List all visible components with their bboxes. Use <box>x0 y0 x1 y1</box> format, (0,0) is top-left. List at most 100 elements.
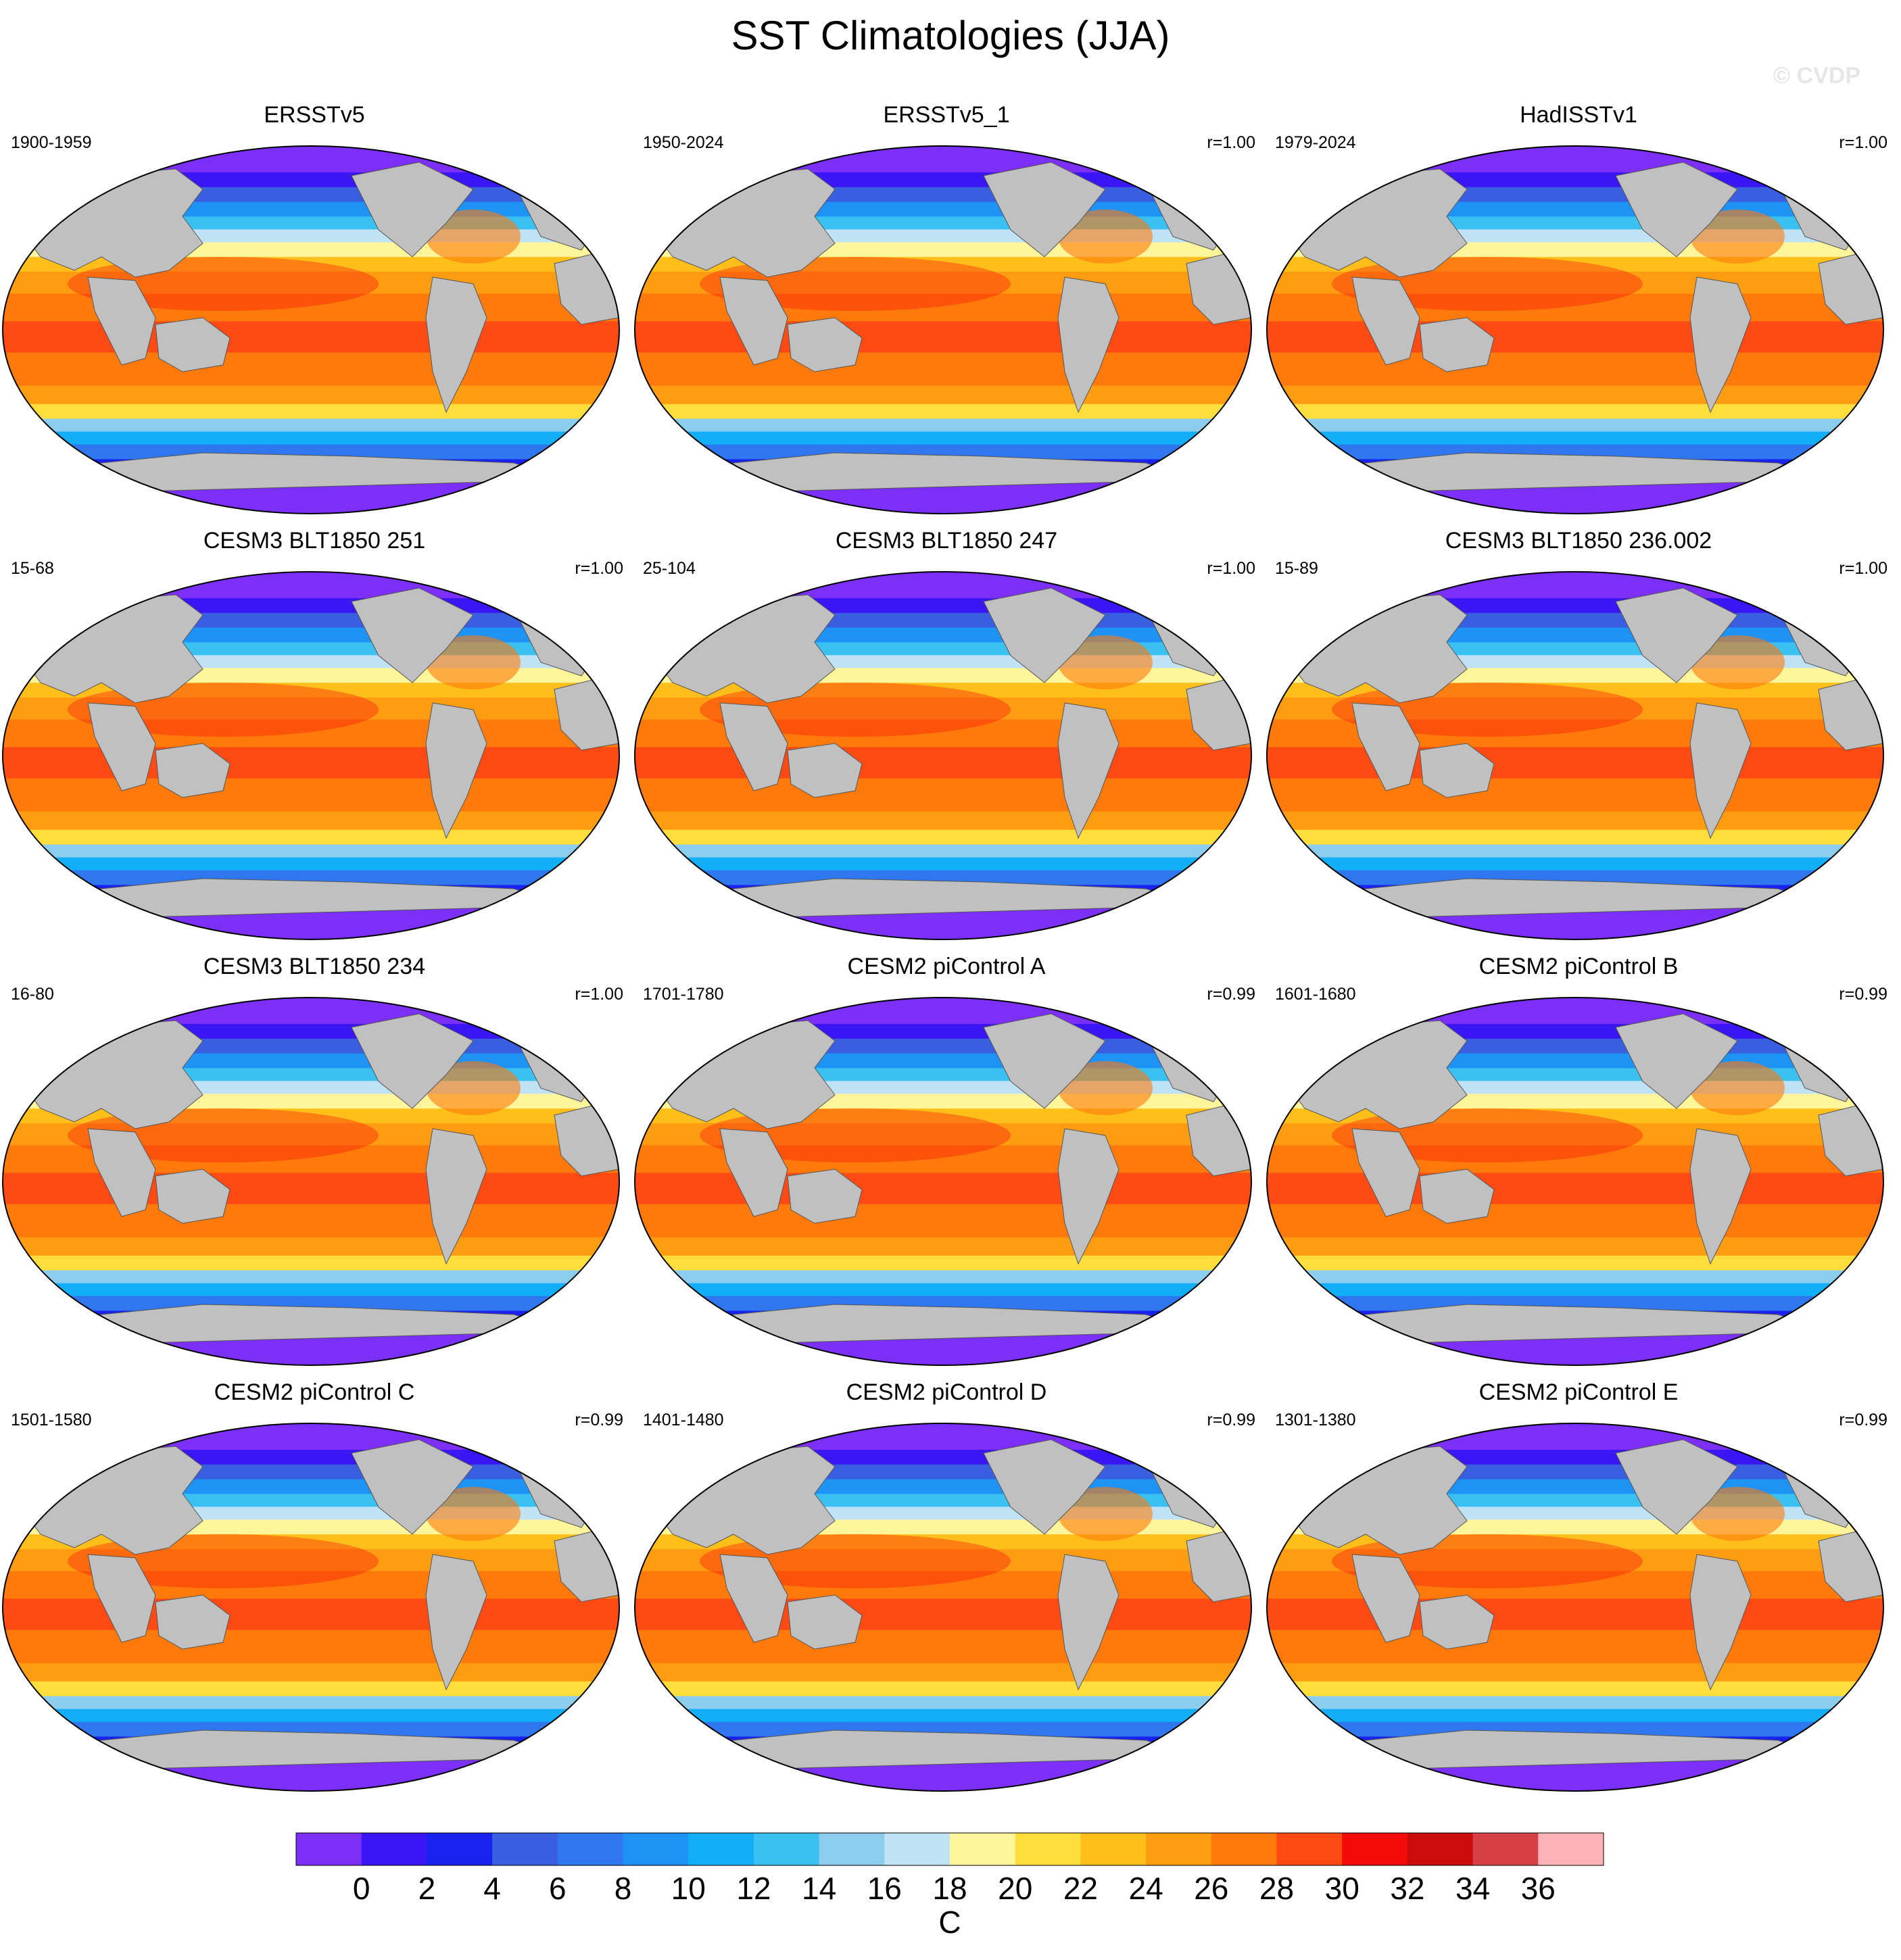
sst-band <box>635 1629 1251 1663</box>
land-mass <box>87 276 156 366</box>
panel-title: CESM3 BLT1850 236.002 <box>1445 528 1712 554</box>
sst-band <box>1267 1708 1883 1722</box>
colorbar-swatch <box>1080 1833 1147 1865</box>
sst-band <box>3 1721 619 1737</box>
colorbar-swatch <box>1211 1833 1277 1865</box>
atlantic-warm <box>1058 635 1153 689</box>
sst-band <box>1267 1295 1883 1311</box>
atlantic-warm <box>426 635 521 689</box>
sst-band <box>3 351 619 386</box>
land-mass <box>983 162 1106 258</box>
colorbar-swatch <box>1015 1833 1081 1865</box>
map-panel: CESM2 piControl C 1501-1580 r=0.99 <box>0 1379 629 1798</box>
colorbar-swatch <box>492 1833 558 1865</box>
map-panel: CESM3 BLT1850 247 25-104 r=1.00 <box>632 527 1261 946</box>
panel-period: 1979-2024 <box>1275 133 1356 152</box>
colorbar-swatch <box>950 1833 1016 1865</box>
land-mass <box>1615 587 1738 683</box>
panel-title: CESM3 BLT1850 247 <box>835 528 1058 554</box>
land-mass <box>155 1594 231 1650</box>
panel-correlation: r=1.00 <box>1207 133 1255 152</box>
sst-band <box>3 418 619 432</box>
colorbar-tick-label: 8 <box>615 1871 632 1906</box>
colorbar-swatch <box>623 1833 689 1865</box>
panel-period: 16-80 <box>11 985 54 1004</box>
colorbar-tick-label: 36 <box>1521 1871 1556 1906</box>
sst-map <box>634 997 1252 1366</box>
panel-correlation: r=0.99 <box>1207 1411 1255 1429</box>
colorbar-tick-label: 32 <box>1390 1871 1424 1906</box>
land-mass <box>1615 162 1738 258</box>
panel-period: 1950-2024 <box>643 133 724 152</box>
sst-band <box>635 856 1251 871</box>
sst-band <box>3 1695 619 1709</box>
panel-period: 1301-1380 <box>1275 1411 1356 1429</box>
sst-band <box>1267 1662 1883 1682</box>
colorbar-tick-label: 16 <box>867 1871 902 1906</box>
sst-map <box>2 571 620 940</box>
map-panel: CESM3 BLT1850 234 16-80 r=1.00 <box>0 953 629 1372</box>
map-panel: ERSSTv5 1900-1959 <box>0 101 629 520</box>
colorbar-tick-label: 26 <box>1194 1871 1228 1906</box>
sst-map <box>2 997 620 1366</box>
sst-band <box>635 1282 1251 1296</box>
atlantic-warm <box>1690 1487 1785 1541</box>
panel-title: CESM3 BLT1850 234 <box>203 954 426 979</box>
atlantic-warm <box>1058 210 1153 264</box>
colorbar-swatch <box>1407 1833 1474 1865</box>
sst-band <box>635 810 1251 830</box>
land-mass <box>787 1169 863 1224</box>
sst-map <box>1266 1423 1884 1792</box>
panel-title: ERSSTv5 <box>264 102 365 128</box>
colorbar-swatch <box>1472 1833 1539 1865</box>
sst-band <box>1267 829 1883 845</box>
watermark: © CVDP <box>1773 63 1860 89</box>
colorbar-tick-label: 24 <box>1129 1871 1163 1906</box>
sst-band <box>1267 869 1883 885</box>
sst-band <box>3 1203 619 1238</box>
colorbar-tick-label: 18 <box>932 1871 967 1906</box>
map-outline <box>634 145 1252 514</box>
sst-band <box>3 1708 619 1722</box>
map-panel: ERSSTv5_1 1950-2024 r=1.00 <box>632 101 1261 520</box>
colorbar-swatch <box>427 1833 493 1865</box>
land-mass <box>1351 1128 1420 1217</box>
land-mass <box>719 1128 788 1217</box>
panel-correlation: r=0.99 <box>575 1411 623 1429</box>
sst-band <box>635 829 1251 845</box>
colorbar-unit-label: C <box>938 1905 961 1940</box>
land-mass <box>719 1554 788 1643</box>
land-mass <box>425 1128 487 1265</box>
panel-correlation: r=0.99 <box>1207 985 1255 1004</box>
map-panel: HadISSTv1 1979-2024 r=1.00 <box>1264 101 1893 520</box>
land-mass <box>87 702 156 791</box>
sst-band <box>3 431 619 445</box>
land-mass <box>155 317 231 372</box>
panel-period: 1701-1780 <box>643 985 724 1004</box>
map-outline <box>1266 997 1884 1366</box>
land-mass <box>1689 1128 1752 1265</box>
sst-band <box>3 443 619 460</box>
colorbar-frame <box>295 1832 1604 1866</box>
sst-band <box>635 777 1251 812</box>
panel-period: 15-68 <box>11 559 54 578</box>
panel-correlation: r=0.99 <box>1839 1411 1887 1429</box>
page-title: SST Climatologies (JJA) <box>731 13 1170 58</box>
colorbar-swatch <box>688 1833 754 1865</box>
sst-band <box>1267 1269 1883 1283</box>
map-outline <box>634 997 1252 1366</box>
land-mass <box>719 702 788 791</box>
colorbar-tick-label: 20 <box>998 1871 1032 1906</box>
panel-period: 1401-1480 <box>643 1411 724 1429</box>
land-mass <box>155 743 231 798</box>
land-mass <box>1351 1554 1420 1643</box>
colorbar-tick-label: 12 <box>736 1871 771 1906</box>
atlantic-warm <box>426 1061 521 1115</box>
map-outline <box>1266 571 1884 940</box>
sst-band <box>635 1708 1251 1722</box>
land-mass <box>351 587 474 683</box>
sst-band <box>3 810 619 830</box>
colorbar-swatch <box>1146 1833 1212 1865</box>
map-panel: CESM2 piControl A 1701-1780 r=0.99 <box>632 953 1261 1372</box>
sst-band <box>1267 856 1883 871</box>
